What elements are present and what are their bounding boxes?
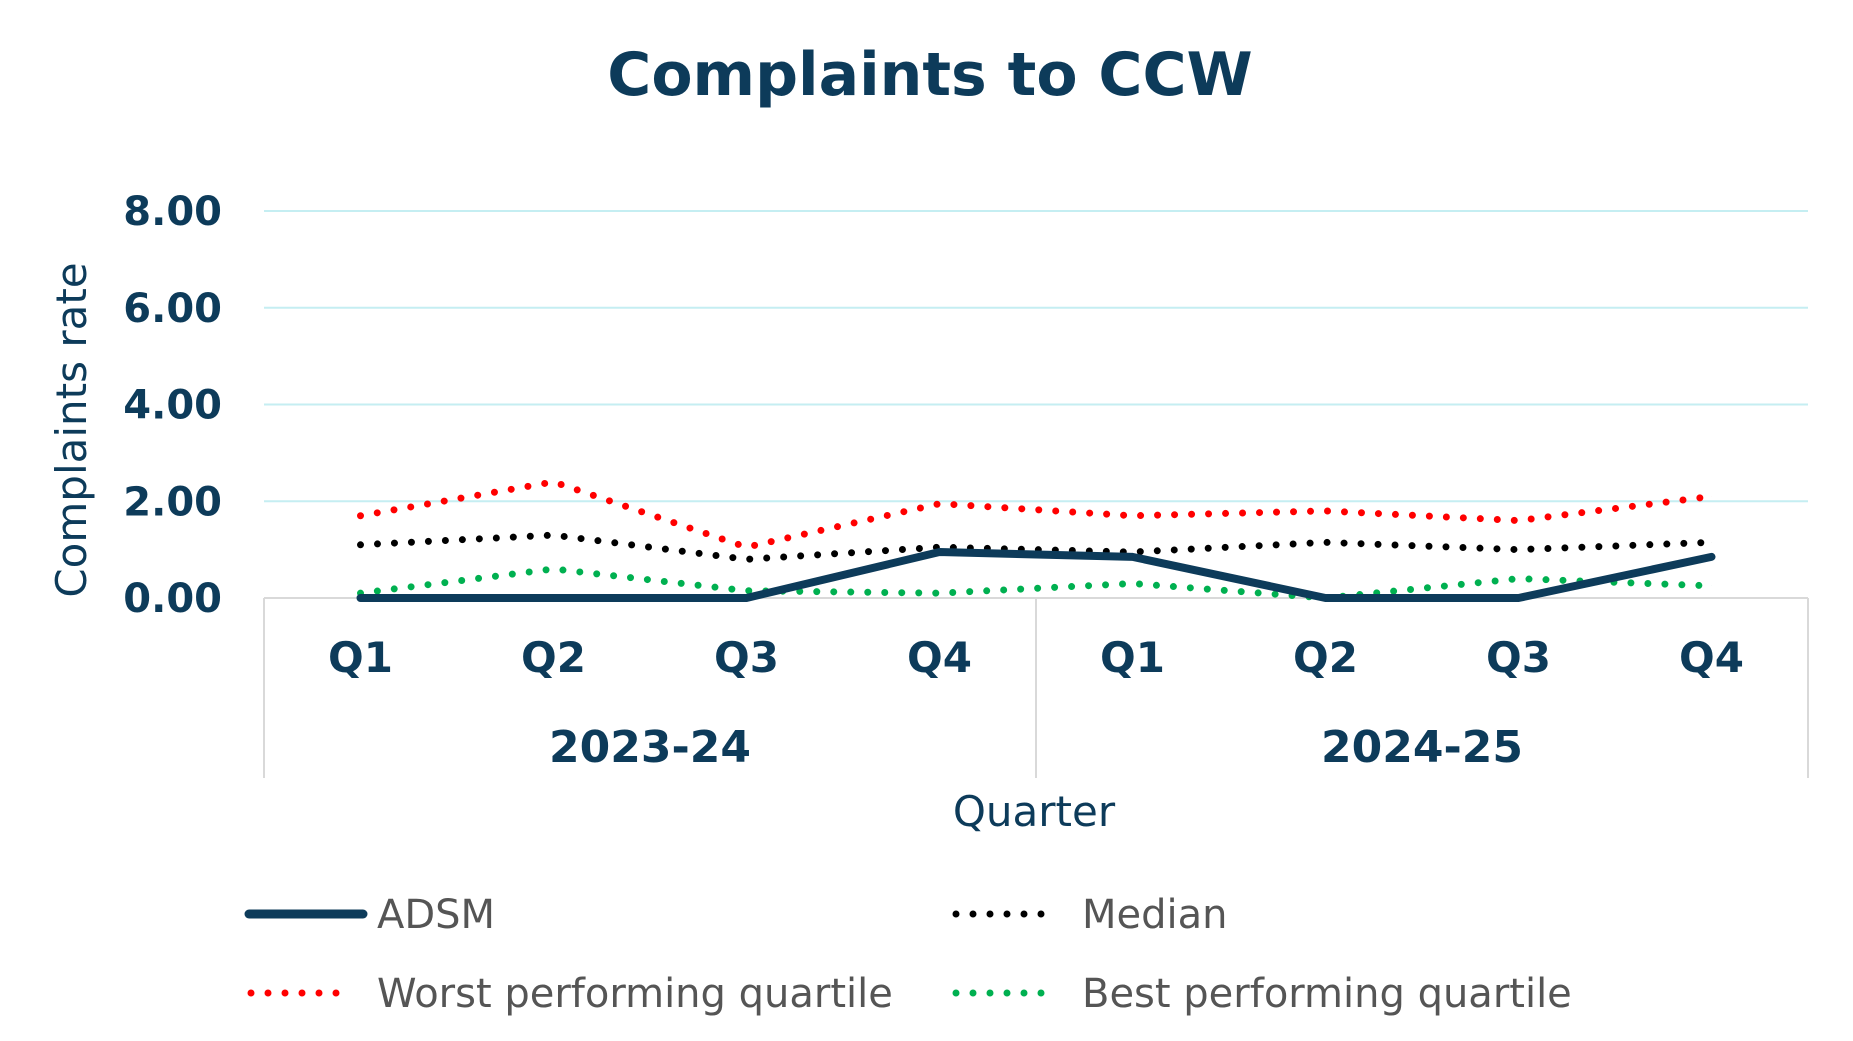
x-tick-label: Q1 — [328, 633, 393, 682]
legend-item: Worst performing quartile — [247, 971, 893, 1017]
legend-label: ADSM — [377, 892, 495, 938]
gridlines — [264, 210, 1808, 503]
x-axis-groups: 2023-24 2024-25 — [549, 722, 1523, 773]
x-tick-label: Q3 — [1486, 633, 1551, 682]
y-axis-label: Complaints rate — [47, 262, 96, 597]
y-axis-ticks: 0.00 2.00 4.00 6.00 8.00 — [123, 189, 222, 622]
legend-item: Median — [952, 892, 1228, 938]
x-tick-label: Q1 — [1100, 633, 1165, 682]
y-tick-label: 2.00 — [123, 479, 222, 525]
series-line-adsm — [356, 548, 1716, 602]
y-tick-label: 6.00 — [123, 286, 222, 332]
chart-title: Complaints to CCW — [607, 40, 1252, 110]
x-tick-label: Q2 — [1293, 633, 1358, 682]
x-axis-frame — [263, 597, 1809, 778]
legend-label: Best performing quartile — [1082, 971, 1572, 1017]
x-group-label: 2024-25 — [1321, 722, 1523, 773]
series-lines — [356, 478, 1716, 602]
x-tick-label: Q4 — [907, 633, 972, 682]
series-line-median — [357, 531, 1715, 563]
x-axis-label: Quarter — [953, 787, 1116, 836]
y-tick-label: 8.00 — [123, 189, 222, 235]
x-tick-label: Q2 — [521, 633, 586, 682]
legend-item: ADSM — [244, 892, 495, 938]
y-tick-label: 0.00 — [123, 576, 222, 622]
x-axis-ticks: Q1 Q2 Q3 Q4 Q1 Q2 Q3 Q4 — [328, 633, 1744, 682]
y-tick-label: 4.00 — [123, 383, 222, 429]
legend-label: Worst performing quartile — [377, 971, 893, 1017]
x-tick-label: Q4 — [1679, 633, 1744, 682]
legend: ADSM Median Worst performing quartile Best … — [244, 892, 1572, 1017]
x-tick-label: Q3 — [714, 633, 779, 682]
x-group-label: 2023-24 — [549, 722, 751, 773]
series-line-worst-performing-quartile — [357, 478, 1715, 551]
series-line-best-performing-quartile — [357, 565, 1715, 602]
legend-label: Median — [1082, 892, 1228, 938]
legend-item: Best performing quartile — [952, 971, 1572, 1017]
